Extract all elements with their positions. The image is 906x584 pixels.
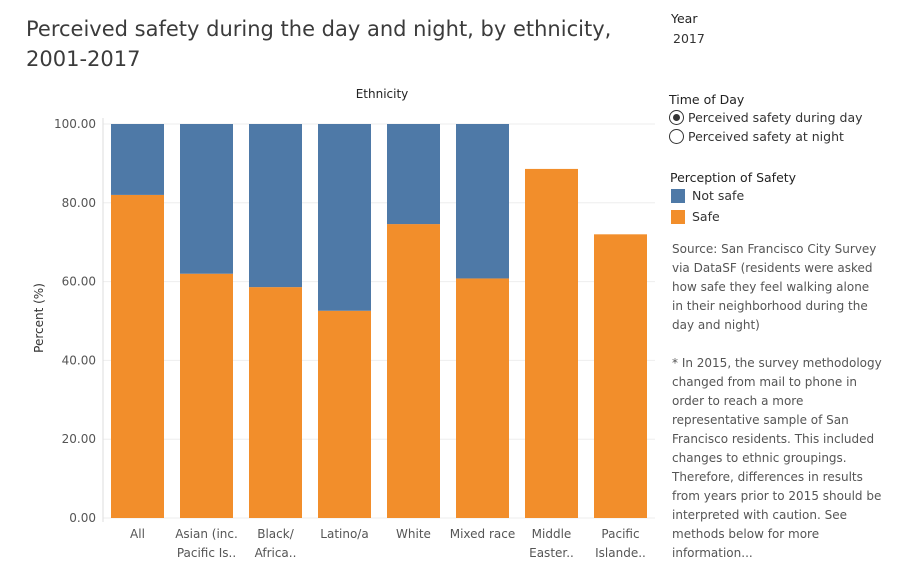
bar-not-safe[interactable]: [249, 124, 302, 288]
source-note: Source: San Francisco City Survey via Da…: [672, 242, 877, 332]
legend-title: Perception of Safety: [670, 170, 797, 185]
x-tick-label: Latino/a: [320, 527, 368, 541]
x-tick-label: Middle: [532, 527, 572, 541]
x-tick-label: Islande..: [595, 546, 646, 560]
radio-night-label: Perceived safety at night: [688, 129, 844, 144]
bar-safe[interactable]: [180, 273, 233, 518]
radio-day-icon[interactable]: [669, 110, 684, 125]
legend-safe-label: Safe: [692, 209, 720, 224]
bar-not-safe[interactable]: [318, 124, 371, 311]
radio-night[interactable]: Perceived safety at night: [669, 129, 844, 144]
bar-safe[interactable]: [318, 310, 371, 518]
y-axis-label: Percent (%): [32, 283, 46, 353]
bar-not-safe[interactable]: [387, 124, 440, 225]
x-tick-label: Africa..: [255, 546, 297, 560]
y-tick-label: 0.00: [69, 511, 96, 525]
legend-item-safe[interactable]: Safe: [671, 209, 720, 224]
time-of-day-label: Time of Day: [669, 92, 745, 107]
radio-day[interactable]: Perceived safety during day: [669, 110, 863, 125]
y-tick-label: 60.00: [62, 275, 96, 289]
bar-safe[interactable]: [594, 234, 647, 518]
bar-not-safe[interactable]: [180, 124, 233, 274]
column-header: Ethnicity: [356, 87, 409, 101]
x-tick-label: Pacific: [601, 527, 639, 541]
legend-item-not-safe[interactable]: Not safe: [671, 188, 744, 203]
bar-safe[interactable]: [525, 168, 578, 518]
bar-safe[interactable]: [111, 194, 164, 519]
bar-not-safe[interactable]: [111, 124, 164, 195]
x-tick-label: White: [396, 527, 431, 541]
safe-swatch: [671, 209, 685, 224]
legend-not-safe-label: Not safe: [692, 188, 745, 203]
x-tick-label: Black/: [257, 527, 294, 541]
x-axis: All Asian (inc. Pacific Is.. Black/Africa..…: [130, 527, 646, 560]
radio-day-label: Perceived safety during day: [688, 110, 863, 125]
bar-not-safe[interactable]: [456, 124, 509, 279]
y-tick-label: 40.00: [62, 353, 96, 367]
bar-chart: Ethnicity Percent (%) 0.00 20.00 40.00 60.0…: [32, 87, 655, 560]
methodology-note: * In 2015, the survey methodology change…: [672, 356, 882, 560]
bar-safe[interactable]: [387, 224, 440, 519]
year-filter-label: Year: [671, 11, 698, 26]
chart-title: Perceived safety during the day and nigh…: [26, 17, 612, 71]
bar-safe[interactable]: [456, 278, 509, 518]
y-axis: 0.00 20.00 40.00 60.00 80.00 100.00: [54, 117, 104, 525]
x-tick-label: Easter..: [529, 546, 574, 560]
not-safe-swatch: [671, 188, 685, 203]
year-filter-value[interactable]: 2017: [673, 31, 705, 46]
y-tick-label: 100.00: [54, 117, 96, 131]
x-tick-label: Mixed race: [450, 527, 516, 541]
bar-safe[interactable]: [249, 287, 302, 518]
y-tick-label: 20.00: [62, 432, 96, 446]
radio-night-icon[interactable]: [669, 129, 684, 144]
y-tick-label: 80.00: [62, 196, 96, 210]
x-tick-label: Asian (inc.: [175, 527, 238, 541]
x-tick-label: Pacific Is..: [177, 546, 236, 560]
notes-panel: Source: San Francisco City Survey via Da…: [672, 240, 882, 582]
x-tick-label: All: [130, 527, 145, 541]
bars: [111, 124, 647, 519]
